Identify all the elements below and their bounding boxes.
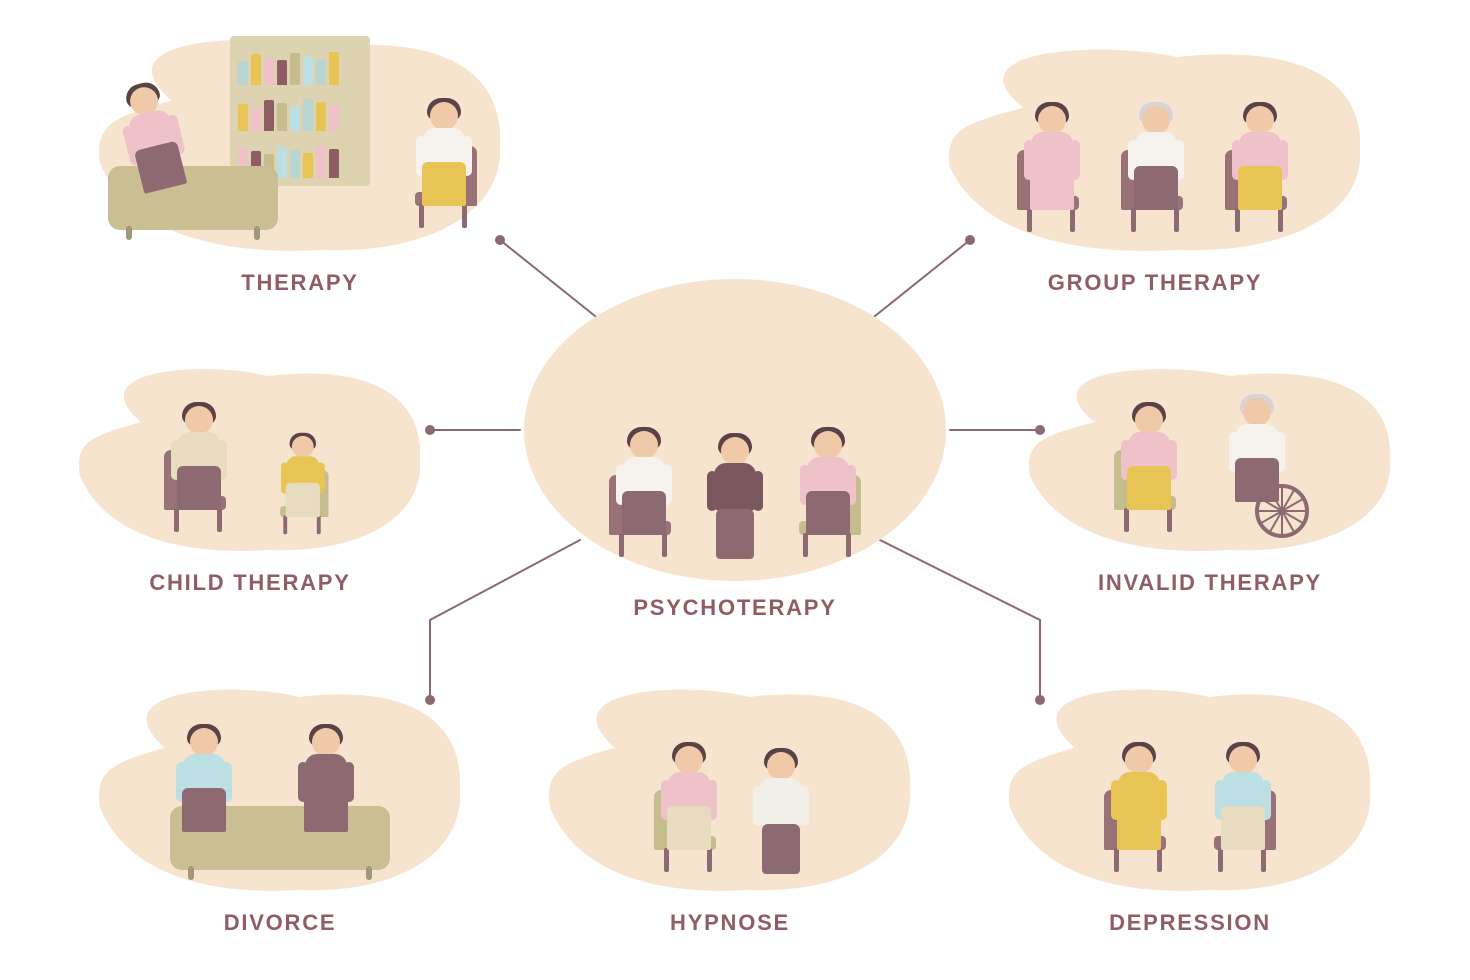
seated-figure <box>1197 732 1287 882</box>
depression-blob <box>1000 680 1380 900</box>
therapy-blob <box>90 30 510 260</box>
invalid-therapy-label: INVALID THERAPY <box>1098 570 1322 596</box>
person-figure <box>279 436 326 522</box>
divorce-scene <box>90 680 470 900</box>
node-hypnose: HYPNOSE <box>540 680 920 936</box>
group-therapy-scene <box>940 40 1370 260</box>
seated-figure <box>1110 92 1200 242</box>
wheelchair-figure <box>1207 392 1317 542</box>
divorce-label: DIVORCE <box>224 910 337 936</box>
node-invalid-therapy: INVALID THERAPY <box>1020 360 1400 596</box>
person-figure <box>1227 398 1287 508</box>
central-blob <box>520 275 950 585</box>
child-therapy-scene <box>70 360 430 560</box>
therapy-scene <box>90 30 510 260</box>
seated-figure <box>1006 92 1096 242</box>
standing-figure <box>702 397 768 567</box>
seated-figure <box>1103 392 1193 542</box>
person-figure <box>296 728 356 838</box>
seated-figure <box>782 417 872 567</box>
depression-label: DEPRESSION <box>1109 910 1271 936</box>
node-therapy: THERAPY <box>90 30 510 296</box>
divorce-blob <box>90 680 470 900</box>
person-figure <box>614 431 674 541</box>
psychotherapy-scene <box>520 275 950 585</box>
seated-figure <box>643 732 733 882</box>
hypnose-label: HYPNOSE <box>670 910 790 936</box>
person-figure <box>705 437 765 567</box>
scene <box>1000 680 1380 900</box>
person-figure <box>1109 746 1169 856</box>
seated-figure <box>398 88 488 238</box>
hypnose-scene <box>540 680 920 900</box>
seated-figure <box>1214 92 1304 242</box>
seated-figure <box>267 425 337 542</box>
invalid-therapy-blob <box>1020 360 1400 560</box>
person-figure <box>174 728 234 838</box>
infographic-canvas: PSYCHOTERAPY THERAPY GROUP THERAPY CHILD T… <box>0 0 1470 980</box>
node-depression: DEPRESSION <box>1000 680 1380 936</box>
node-divorce: DIVORCE <box>90 680 470 936</box>
person-figure <box>1119 406 1179 516</box>
person-figure <box>1230 106 1290 216</box>
person-figure <box>414 102 474 212</box>
group-therapy-label: GROUP THERAPY <box>1048 270 1262 296</box>
scene <box>70 360 430 560</box>
node-child-therapy: CHILD THERAPY <box>70 360 430 596</box>
person-figure <box>659 746 719 856</box>
therapy-label: THERAPY <box>241 270 358 296</box>
node-group-therapy: GROUP THERAPY <box>940 40 1370 296</box>
hypnose-blob <box>540 680 920 900</box>
scene <box>540 680 920 900</box>
scene <box>940 40 1370 260</box>
person-figure <box>1126 106 1186 216</box>
person-figure <box>798 431 858 541</box>
central-label: PSYCHOTERAPY <box>633 595 836 621</box>
child-therapy-label: CHILD THERAPY <box>149 570 350 596</box>
standing-figure <box>747 722 817 882</box>
person-figure <box>1022 106 1082 216</box>
seated-figure <box>598 417 688 567</box>
person-figure <box>169 406 229 516</box>
central-node: PSYCHOTERAPY <box>520 275 950 621</box>
group-therapy-blob <box>940 40 1370 260</box>
depression-scene <box>1000 680 1380 900</box>
invalid-therapy-scene <box>1020 360 1400 560</box>
child-therapy-blob <box>70 360 430 560</box>
seated-figure <box>153 392 243 542</box>
bookshelf-prop <box>230 36 370 186</box>
person-figure <box>751 752 811 882</box>
seated-figure <box>1093 732 1183 882</box>
person-figure <box>1213 746 1273 856</box>
scene <box>520 275 950 585</box>
scene <box>1020 360 1400 560</box>
